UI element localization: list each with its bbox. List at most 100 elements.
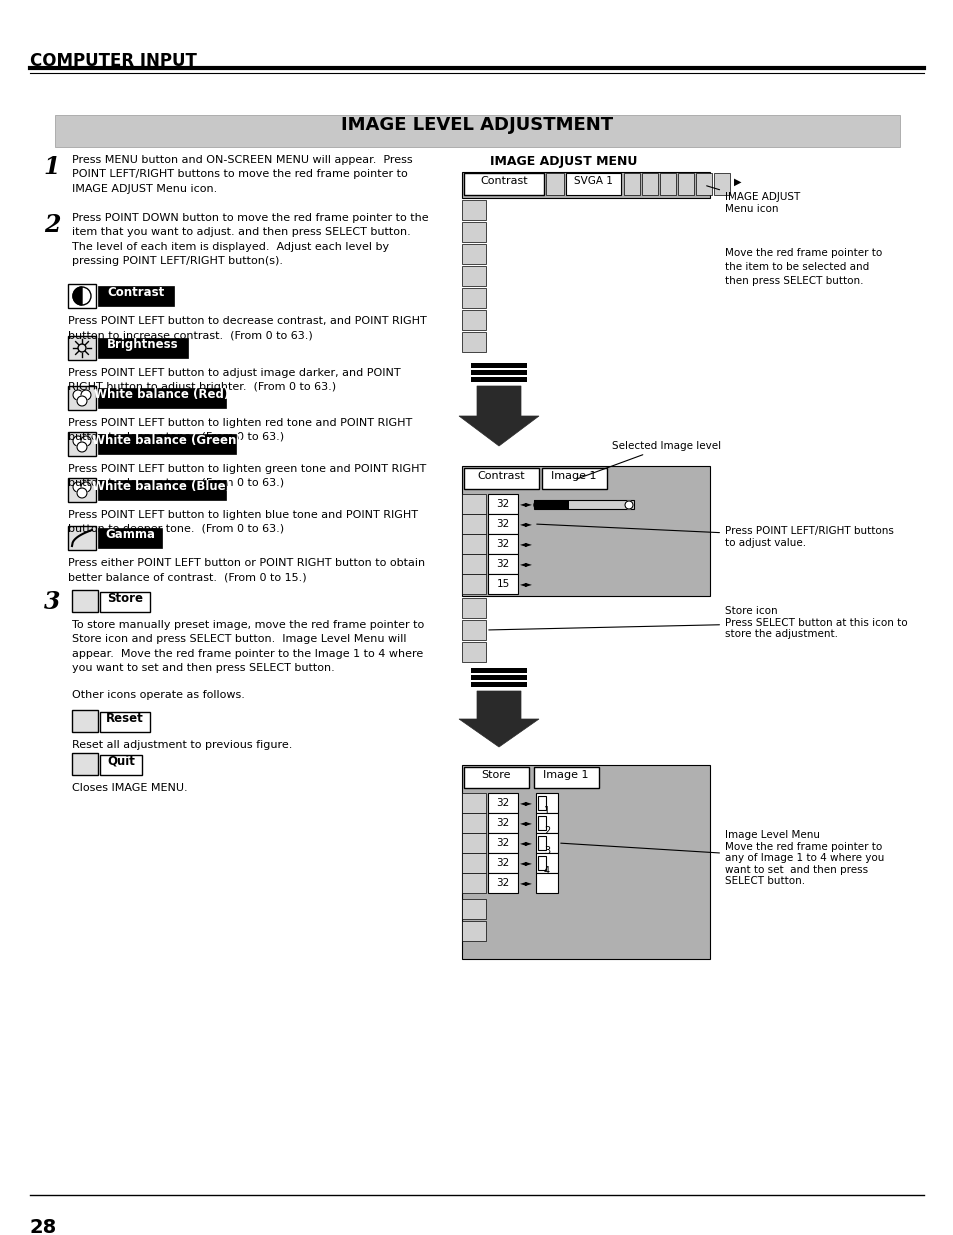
FancyBboxPatch shape <box>461 172 709 198</box>
Text: Reset all adjustment to previous figure.: Reset all adjustment to previous figure. <box>71 740 292 750</box>
Text: 32: 32 <box>496 519 509 529</box>
FancyBboxPatch shape <box>565 173 620 195</box>
Text: ◄►: ◄► <box>519 579 533 588</box>
FancyBboxPatch shape <box>461 873 485 893</box>
Circle shape <box>73 390 83 400</box>
FancyBboxPatch shape <box>100 755 142 776</box>
FancyBboxPatch shape <box>71 590 98 613</box>
FancyBboxPatch shape <box>68 336 96 359</box>
Polygon shape <box>73 287 82 305</box>
FancyBboxPatch shape <box>461 222 485 242</box>
Text: ◄►: ◄► <box>519 798 533 806</box>
Text: ◄►: ◄► <box>519 499 533 508</box>
Text: To store manually preset image, move the red frame pointer to
Store icon and pre: To store manually preset image, move the… <box>71 620 424 673</box>
FancyBboxPatch shape <box>68 432 96 456</box>
Text: IMAGE ADJUST MENU: IMAGE ADJUST MENU <box>490 156 637 168</box>
Text: 4: 4 <box>543 866 550 876</box>
Text: 15: 15 <box>496 579 509 589</box>
FancyBboxPatch shape <box>461 620 485 640</box>
Text: 28: 28 <box>30 1218 57 1235</box>
FancyBboxPatch shape <box>471 676 526 680</box>
Text: White balance (Red): White balance (Red) <box>94 388 230 401</box>
FancyBboxPatch shape <box>68 284 96 308</box>
FancyBboxPatch shape <box>537 816 545 830</box>
FancyBboxPatch shape <box>461 642 485 662</box>
Text: Gamma: Gamma <box>105 529 154 541</box>
Text: Press POINT LEFT button to lighten blue tone and POINT RIGHT
button to deeper to: Press POINT LEFT button to lighten blue … <box>68 510 417 535</box>
FancyBboxPatch shape <box>471 377 526 382</box>
Text: 3: 3 <box>543 846 550 856</box>
Circle shape <box>624 501 633 509</box>
Text: ▶: ▶ <box>733 177 740 186</box>
FancyBboxPatch shape <box>461 494 485 514</box>
Text: Press POINT LEFT button to decrease contrast, and POINT RIGHT
button to increase: Press POINT LEFT button to decrease cont… <box>68 316 426 341</box>
FancyBboxPatch shape <box>488 555 517 574</box>
FancyBboxPatch shape <box>471 363 526 368</box>
FancyBboxPatch shape <box>488 873 517 893</box>
FancyBboxPatch shape <box>461 813 485 832</box>
FancyBboxPatch shape <box>461 574 485 594</box>
FancyBboxPatch shape <box>461 832 485 853</box>
FancyBboxPatch shape <box>536 832 558 853</box>
Text: Press POINT LEFT/RIGHT buttons
to adjust value.: Press POINT LEFT/RIGHT buttons to adjust… <box>537 524 893 547</box>
FancyBboxPatch shape <box>100 713 150 732</box>
FancyBboxPatch shape <box>488 813 517 832</box>
Text: ◄►: ◄► <box>519 839 533 847</box>
FancyBboxPatch shape <box>488 494 517 514</box>
FancyBboxPatch shape <box>55 115 899 147</box>
Text: Store icon
Press SELECT button at this icon to
store the adjustment.: Store icon Press SELECT button at this i… <box>488 606 906 640</box>
FancyBboxPatch shape <box>568 500 634 509</box>
FancyBboxPatch shape <box>71 753 98 776</box>
FancyBboxPatch shape <box>98 433 235 454</box>
Text: White balance (Green): White balance (Green) <box>92 433 242 447</box>
FancyBboxPatch shape <box>461 288 485 308</box>
FancyBboxPatch shape <box>463 468 538 489</box>
FancyBboxPatch shape <box>461 555 485 574</box>
Text: Reset: Reset <box>106 713 144 725</box>
FancyBboxPatch shape <box>534 500 568 509</box>
FancyBboxPatch shape <box>461 598 485 618</box>
FancyBboxPatch shape <box>68 526 96 550</box>
Text: ◄►: ◄► <box>519 858 533 867</box>
FancyBboxPatch shape <box>71 710 98 732</box>
FancyBboxPatch shape <box>545 173 563 195</box>
FancyBboxPatch shape <box>541 468 606 489</box>
FancyBboxPatch shape <box>461 266 485 287</box>
FancyBboxPatch shape <box>461 853 485 873</box>
Text: Press POINT LEFT button to lighten green tone and POINT RIGHT
button to deeper t: Press POINT LEFT button to lighten green… <box>68 464 426 488</box>
FancyBboxPatch shape <box>463 173 543 195</box>
Text: Store: Store <box>107 592 143 605</box>
Circle shape <box>77 396 87 406</box>
FancyBboxPatch shape <box>536 813 558 832</box>
FancyBboxPatch shape <box>659 173 676 195</box>
Text: 32: 32 <box>496 878 509 888</box>
Text: Move the red frame pointer to
the item to be selected and
then press SELECT butt: Move the red frame pointer to the item t… <box>724 248 882 287</box>
Text: ◄►: ◄► <box>519 538 533 548</box>
FancyBboxPatch shape <box>536 793 558 813</box>
Text: Image 1: Image 1 <box>551 471 597 480</box>
Circle shape <box>77 442 87 452</box>
FancyBboxPatch shape <box>461 764 709 960</box>
Text: Closes IMAGE MENU.: Closes IMAGE MENU. <box>71 783 188 793</box>
FancyBboxPatch shape <box>713 173 729 195</box>
FancyBboxPatch shape <box>461 310 485 330</box>
Text: Press POINT LEFT button to adjust image darker, and POINT
RIGHT button to adjust: Press POINT LEFT button to adjust image … <box>68 368 400 393</box>
FancyBboxPatch shape <box>488 534 517 555</box>
FancyBboxPatch shape <box>461 921 485 941</box>
FancyBboxPatch shape <box>641 173 658 195</box>
Text: ◄►: ◄► <box>519 878 533 887</box>
FancyBboxPatch shape <box>488 832 517 853</box>
FancyBboxPatch shape <box>461 534 485 555</box>
FancyBboxPatch shape <box>488 793 517 813</box>
FancyBboxPatch shape <box>461 466 709 597</box>
Text: ◄►: ◄► <box>519 519 533 529</box>
Text: 1: 1 <box>543 806 550 816</box>
FancyBboxPatch shape <box>98 287 173 306</box>
FancyBboxPatch shape <box>98 480 226 500</box>
Polygon shape <box>458 692 538 747</box>
Text: Image 1: Image 1 <box>542 769 588 781</box>
Text: Contrast: Contrast <box>108 287 165 299</box>
FancyBboxPatch shape <box>534 767 598 788</box>
Text: Press POINT DOWN button to move the red frame pointer to the
item that you want : Press POINT DOWN button to move the red … <box>71 212 428 267</box>
FancyBboxPatch shape <box>488 853 517 873</box>
